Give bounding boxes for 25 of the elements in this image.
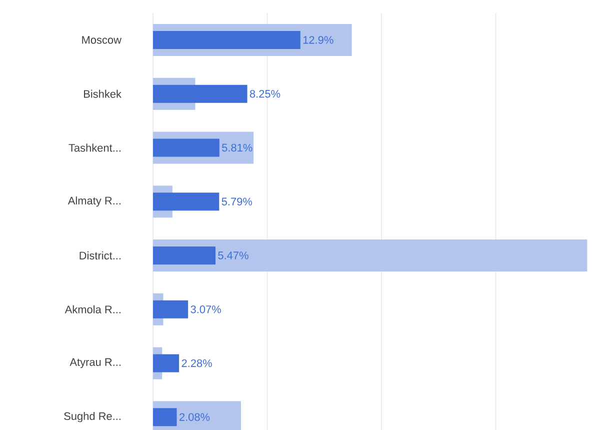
bar: [153, 246, 216, 264]
y-tick-label: Almaty R...: [68, 196, 120, 207]
y-tick-label: Moscow: [82, 36, 122, 44]
data-label: 8.25%: [250, 90, 280, 98]
bar: [153, 192, 220, 211]
bar: [153, 408, 177, 426]
y-tick-label: Atyrau R...: [70, 358, 120, 368]
bar: [153, 354, 180, 372]
data-label: 5.47%: [218, 252, 248, 260]
y-tick-label: Sughd Re...: [64, 412, 120, 422]
bar: [153, 138, 220, 157]
data-label: 5.79%: [222, 198, 252, 206]
bar: [153, 84, 248, 103]
data-label: 3.07%: [190, 305, 221, 314]
y-tick-label: District...: [80, 251, 120, 260]
data-label: 12.9%: [303, 36, 334, 44]
data-label: 2.28%: [182, 359, 212, 368]
data-label: 2.08%: [180, 413, 210, 421]
y-tick-label: Bishkek: [84, 90, 122, 98]
y-tick-label: Tashkent...: [68, 144, 120, 152]
bar: [153, 239, 588, 272]
bar: [153, 30, 300, 49]
bar: [153, 300, 188, 318]
y-tick-label: Akmola R...: [64, 305, 120, 314]
data-label: 5.81%: [222, 144, 252, 152]
